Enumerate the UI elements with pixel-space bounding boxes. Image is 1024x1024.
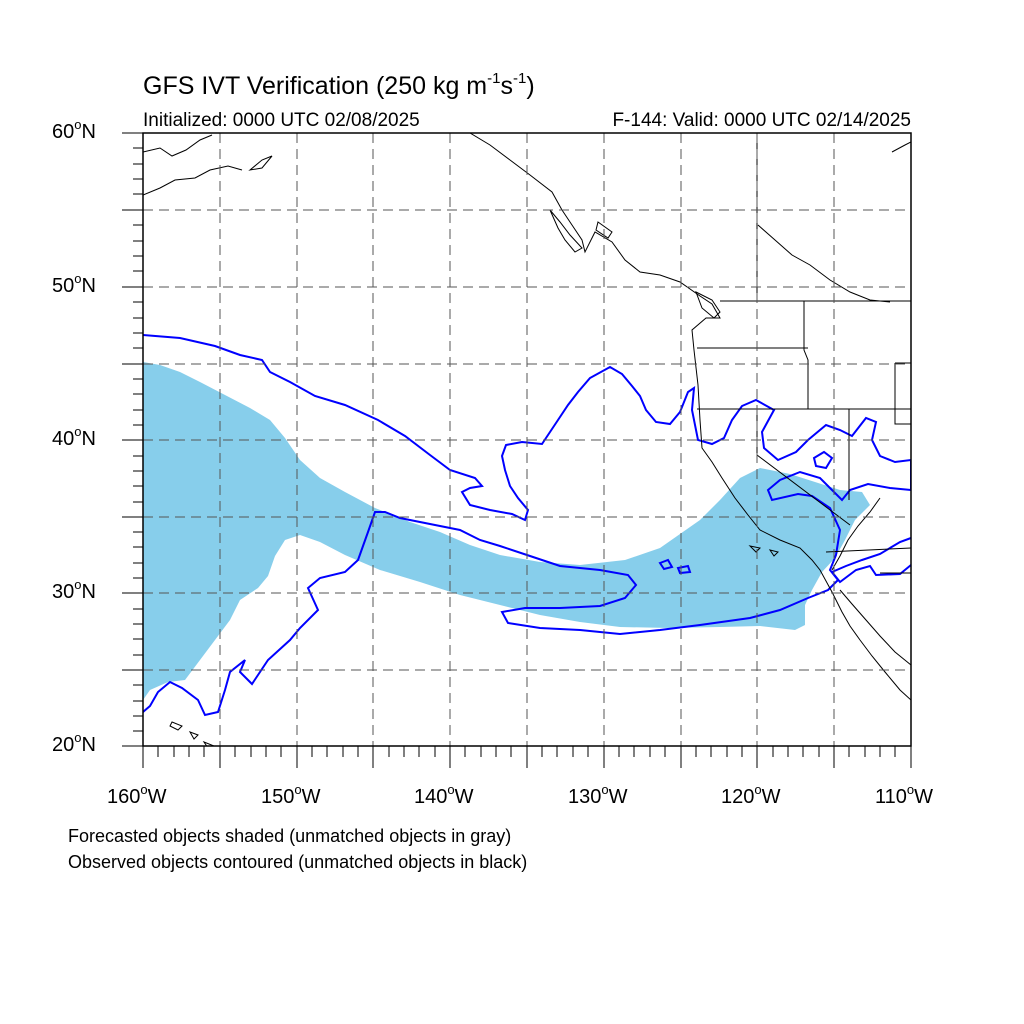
lat-label-40n: 40oN bbox=[52, 424, 96, 450]
chart-title: GFS IVT Verification (250 kg m-1s-1) bbox=[143, 70, 535, 100]
legend-forecast: Forecasted objects shaded (unmatched obj… bbox=[68, 826, 512, 846]
lon-label-140w: 140oW bbox=[414, 782, 474, 808]
observed-object-small bbox=[658, 558, 674, 571]
graticule bbox=[143, 133, 911, 746]
lon-label-160w: 160oW bbox=[107, 782, 167, 808]
initialized-time: Initialized: 0000 UTC 02/08/2025 bbox=[143, 110, 420, 131]
lon-label-130w: 130oW bbox=[568, 782, 628, 808]
lon-label-120w: 120oW bbox=[721, 782, 781, 808]
coastlines bbox=[143, 133, 911, 746]
legend-observed: Observed objects contoured (unmatched ob… bbox=[68, 852, 528, 872]
lon-label-110w: 110oW bbox=[875, 782, 934, 808]
lat-label-60n: 60oN bbox=[52, 117, 96, 143]
observed-object-east bbox=[830, 537, 911, 584]
forecast-object bbox=[143, 362, 870, 700]
observed-object-small bbox=[812, 450, 834, 470]
lat-ticks bbox=[122, 132, 143, 747]
lat-label-50n: 50oN bbox=[52, 271, 96, 297]
lon-ticks bbox=[142, 746, 912, 768]
observed-object-main bbox=[143, 334, 911, 717]
observed-contours bbox=[143, 334, 911, 717]
lat-label-20n: 20oN bbox=[52, 730, 96, 756]
observed-object-small bbox=[676, 564, 692, 575]
valid-time: F-144: Valid: 0000 UTC 02/14/2025 bbox=[612, 110, 911, 131]
lat-label-30n: 30oN bbox=[52, 577, 96, 603]
lon-label-150w: 150oW bbox=[261, 782, 321, 808]
